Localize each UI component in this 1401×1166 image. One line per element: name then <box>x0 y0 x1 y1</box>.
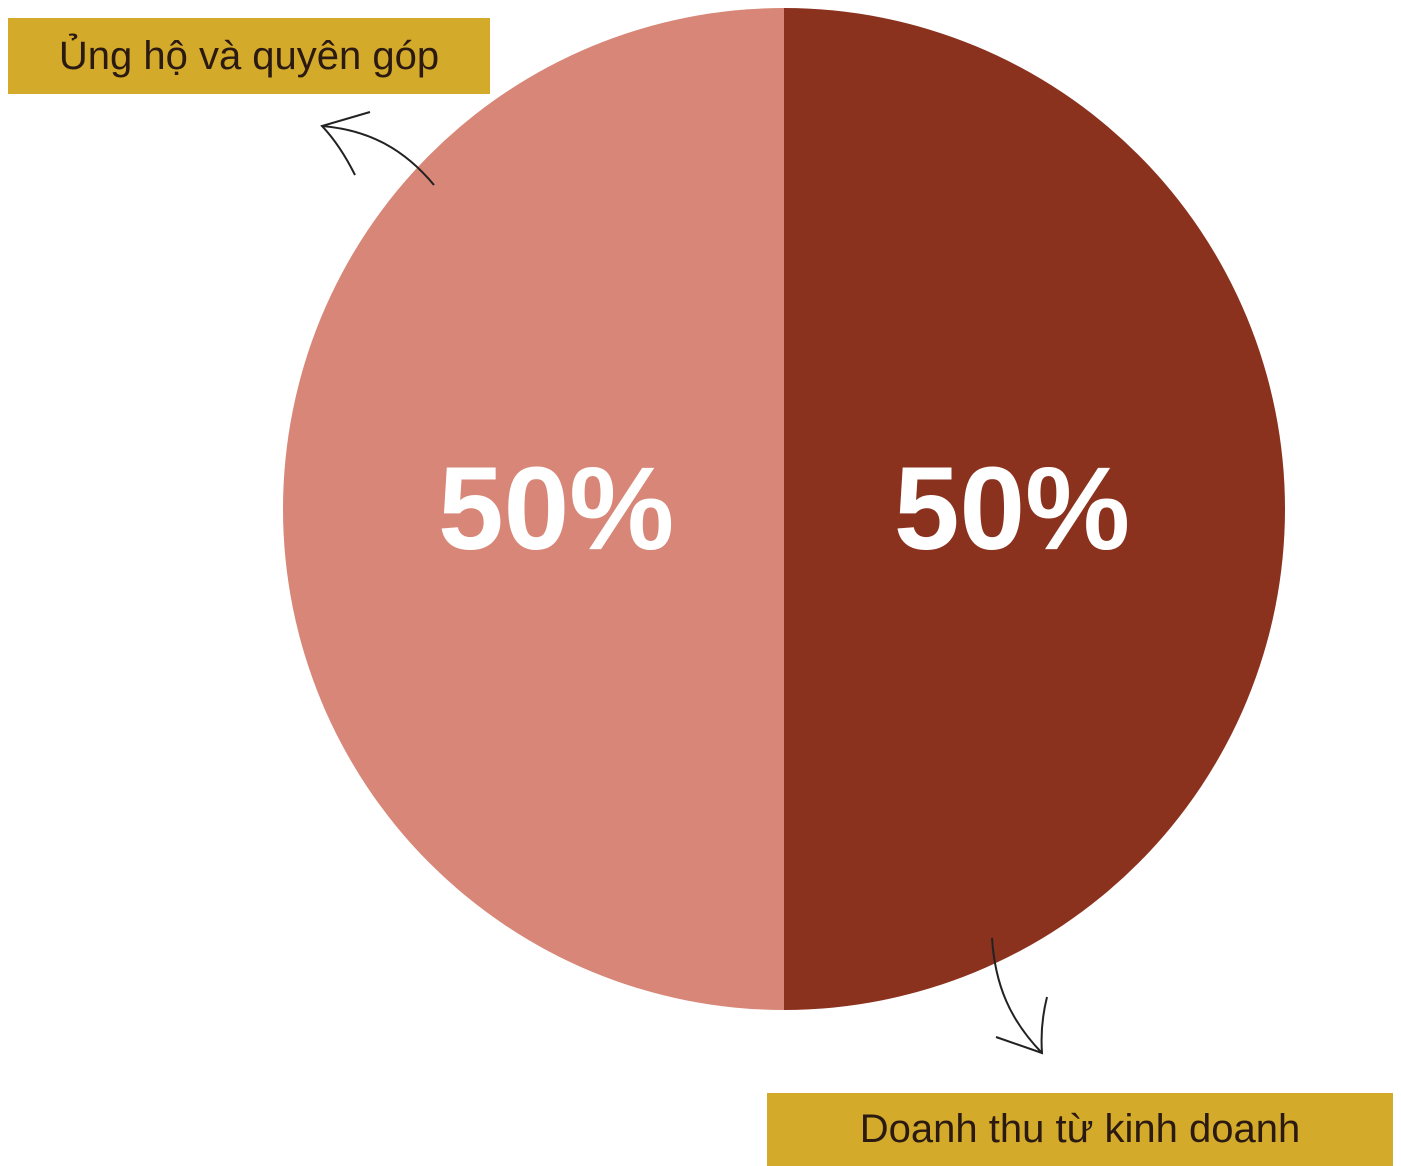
legend-label-right: Doanh thu từ kinh doanh <box>767 1093 1393 1166</box>
pie-slice-0 <box>283 8 784 1010</box>
callout-arrow-right-head-icon <box>995 996 1048 1055</box>
callout-arrow-left-head-icon <box>320 111 371 176</box>
slice-label-1: 50% <box>894 443 1130 575</box>
legend-label-left: Ủng hộ và quyên góp <box>8 18 490 94</box>
callout-arrow-left-icon <box>321 125 435 186</box>
pie-slice-1 <box>784 8 1285 1010</box>
slice-label-0: 50% <box>438 443 674 575</box>
callout-arrow-right-icon <box>991 937 1043 1054</box>
